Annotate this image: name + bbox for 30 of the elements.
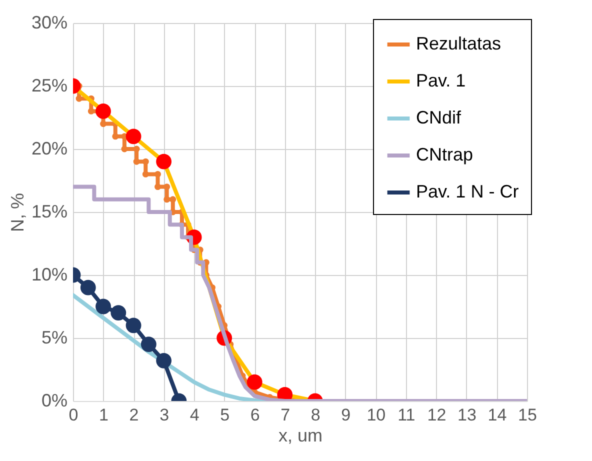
legend-label: CNtrap	[416, 144, 474, 164]
y-tick-label: 25%	[31, 76, 68, 96]
legend-label: Rezultatas	[416, 34, 502, 54]
y-tick-label: 10%	[31, 264, 68, 284]
legend-label: CNdif	[416, 108, 462, 128]
x-tick-label: 3	[160, 406, 170, 424]
x-tick-label: 2	[129, 406, 139, 424]
y-tick-label: 30%	[31, 12, 68, 32]
x-tick-label: 8	[310, 406, 320, 424]
x-tick-label: 5	[220, 406, 230, 424]
y-tick-label: 5%	[41, 328, 68, 348]
x-tick-label: 0	[68, 406, 78, 424]
x-tick-label: 12	[427, 406, 446, 424]
y-tick-label: 15%	[31, 202, 68, 222]
x-tick-label: 13	[458, 406, 476, 424]
y-tick-label: 0%	[41, 390, 68, 410]
x-tick-label: 10	[366, 406, 386, 424]
legend-label: Pav. 1 N - Cr	[416, 182, 519, 202]
y-tick-label: 20%	[31, 138, 68, 158]
x-tick-label: 15	[518, 406, 537, 424]
x-tick-label: 11	[398, 406, 416, 424]
x-tick-label: 9	[341, 406, 351, 424]
x-tick-label: 14	[488, 406, 507, 424]
y-axis-title: N, %	[7, 192, 28, 232]
x-tick-label: 7	[280, 406, 290, 424]
x-tick-label: 1	[99, 406, 108, 424]
legend-label: Pav. 1	[416, 70, 466, 90]
x-axis-title: x, um	[278, 426, 323, 446]
x-tick-label: 6	[250, 406, 260, 424]
x-tick-label: 4	[190, 406, 200, 424]
